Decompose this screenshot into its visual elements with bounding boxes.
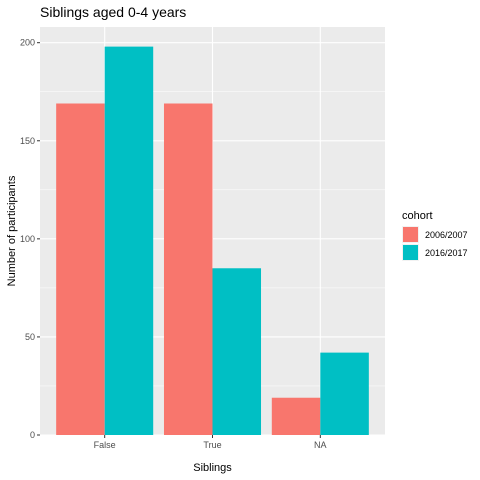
bar-false-2006-2007	[56, 103, 105, 435]
x-tick-label: False	[94, 440, 116, 450]
x-tick-label: True	[203, 440, 221, 450]
y-tick-label: 100	[20, 234, 35, 244]
y-axis-title: Number of participants	[6, 175, 18, 286]
bar-na-2016-2017	[320, 352, 369, 435]
legend: cohort 2006/2007 2016/2017	[402, 210, 468, 261]
y-tick-label: 0	[30, 430, 35, 440]
bar-true-2016-2017	[212, 268, 262, 435]
y-tick-label: 150	[20, 136, 35, 146]
x-axis: False True NA	[94, 435, 327, 450]
bars	[56, 46, 369, 435]
chart-title: Siblings aged 0-4 years	[40, 4, 186, 20]
y-tick-label: 200	[20, 38, 35, 48]
bar-true-2006-2007	[163, 103, 213, 435]
x-axis-title: Siblings	[193, 462, 232, 474]
bar-na-2006-2007	[271, 397, 321, 435]
legend-swatch	[403, 227, 418, 242]
legend-swatch	[403, 245, 418, 260]
y-tick-label: 50	[25, 332, 35, 342]
legend-title: cohort	[402, 210, 433, 222]
bar-false-2016-2017	[104, 46, 154, 435]
legend-label: 2016/2017	[425, 248, 468, 258]
legend-label: 2006/2007	[425, 230, 468, 240]
x-tick-label: NA	[314, 440, 327, 450]
y-axis: 0 50 100 150 200	[20, 38, 40, 440]
